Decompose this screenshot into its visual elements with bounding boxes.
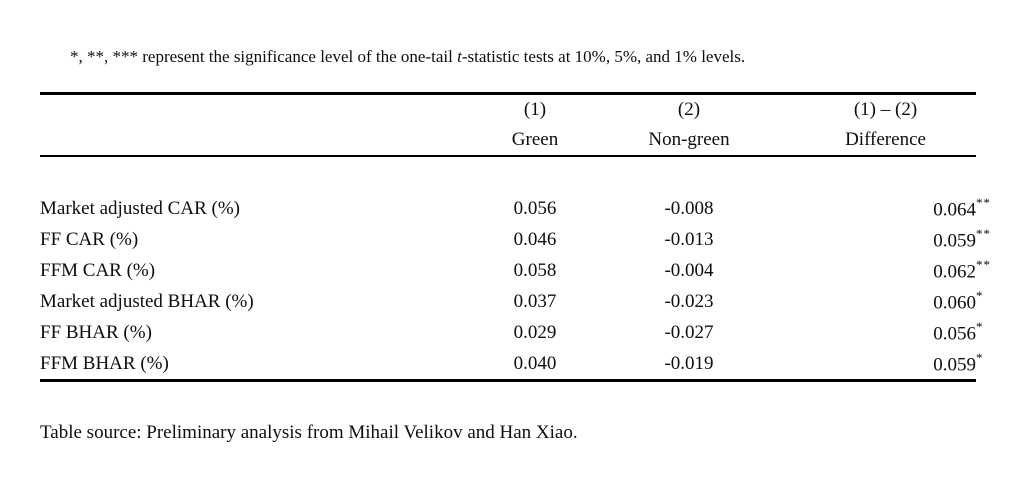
difference-cell: 0.064** [933, 194, 991, 221]
row-label: FFM CAR (%) [40, 259, 156, 281]
difference-cell: 0.062** [933, 256, 991, 283]
note-suffix: -statistic tests at 10%, 5%, and 1% leve… [461, 47, 746, 66]
row-label: FF CAR (%) [40, 228, 139, 250]
table-row: Market adjusted BHAR (%) 0.037 -0.023 0.… [40, 286, 984, 317]
difference-cell: 0.060* [933, 287, 984, 314]
difference-value: 0.062 [933, 261, 976, 283]
green-value: 0.058 [513, 259, 557, 281]
table-row: FFM BHAR (%) 0.040 -0.019 0.059* [40, 348, 984, 381]
table-source-caption: Table source: Preliminary analysis from … [40, 422, 578, 443]
difference-cell: 0.059* [933, 349, 984, 376]
non-green-value: -0.013 [664, 228, 714, 250]
green-value: 0.056 [513, 197, 557, 219]
note-prefix: *, **, *** represent the significance le… [70, 47, 458, 66]
header-col3-number: (1) – (2) [853, 99, 918, 120]
green-value: 0.040 [513, 352, 557, 374]
header-number-row: (1) (2) (1) – (2) [40, 94, 976, 126]
header-empty-cell [40, 94, 487, 126]
note-italic-t: t [457, 47, 462, 66]
difference-value: 0.059 [933, 230, 976, 252]
table-row: Market adjusted CAR (%) 0.056 -0.008 0.0… [40, 193, 991, 224]
header-col1-number: (1) [523, 99, 547, 120]
difference-value: 0.056 [933, 323, 976, 345]
table-row: FF BHAR (%) 0.029 -0.027 0.056* [40, 317, 984, 348]
header-label-row: Green Non-green Difference [40, 125, 976, 156]
non-green-value: -0.019 [664, 352, 714, 374]
green-value: 0.037 [513, 290, 557, 312]
results-table: (1) (2) (1) – (2) Green Non-green Differ… [40, 92, 991, 382]
difference-value: 0.060 [933, 292, 976, 314]
non-green-value: -0.027 [664, 321, 714, 343]
spacer-row [40, 156, 976, 193]
header-col2-label: Non-green [648, 129, 730, 150]
green-value: 0.029 [513, 321, 557, 343]
non-green-value: -0.008 [664, 197, 714, 219]
row-label: FF BHAR (%) [40, 321, 152, 343]
difference-value: 0.064 [933, 199, 976, 221]
spacer-cell [40, 156, 976, 193]
row-label: Market adjusted BHAR (%) [40, 290, 254, 312]
green-value: 0.046 [513, 228, 557, 250]
table-row: FF CAR (%) 0.046 -0.013 0.059** [40, 224, 991, 255]
header-col3-label: Difference [845, 129, 926, 150]
row-label: Market adjusted CAR (%) [40, 197, 240, 219]
difference-value: 0.059 [933, 354, 976, 376]
header-col1-label: Green [511, 129, 559, 150]
row-label: FFM BHAR (%) [40, 352, 169, 374]
difference-cell: 0.056* [933, 318, 984, 345]
header-empty-cell [40, 125, 487, 156]
non-green-value: -0.004 [664, 259, 714, 281]
significance-note: *, **, *** represent the significance le… [70, 45, 745, 69]
difference-cell: 0.059** [933, 225, 991, 252]
table-row: FFM CAR (%) 0.058 -0.004 0.062** [40, 255, 991, 286]
non-green-value: -0.023 [664, 290, 714, 312]
header-col2-number: (2) [677, 99, 701, 120]
